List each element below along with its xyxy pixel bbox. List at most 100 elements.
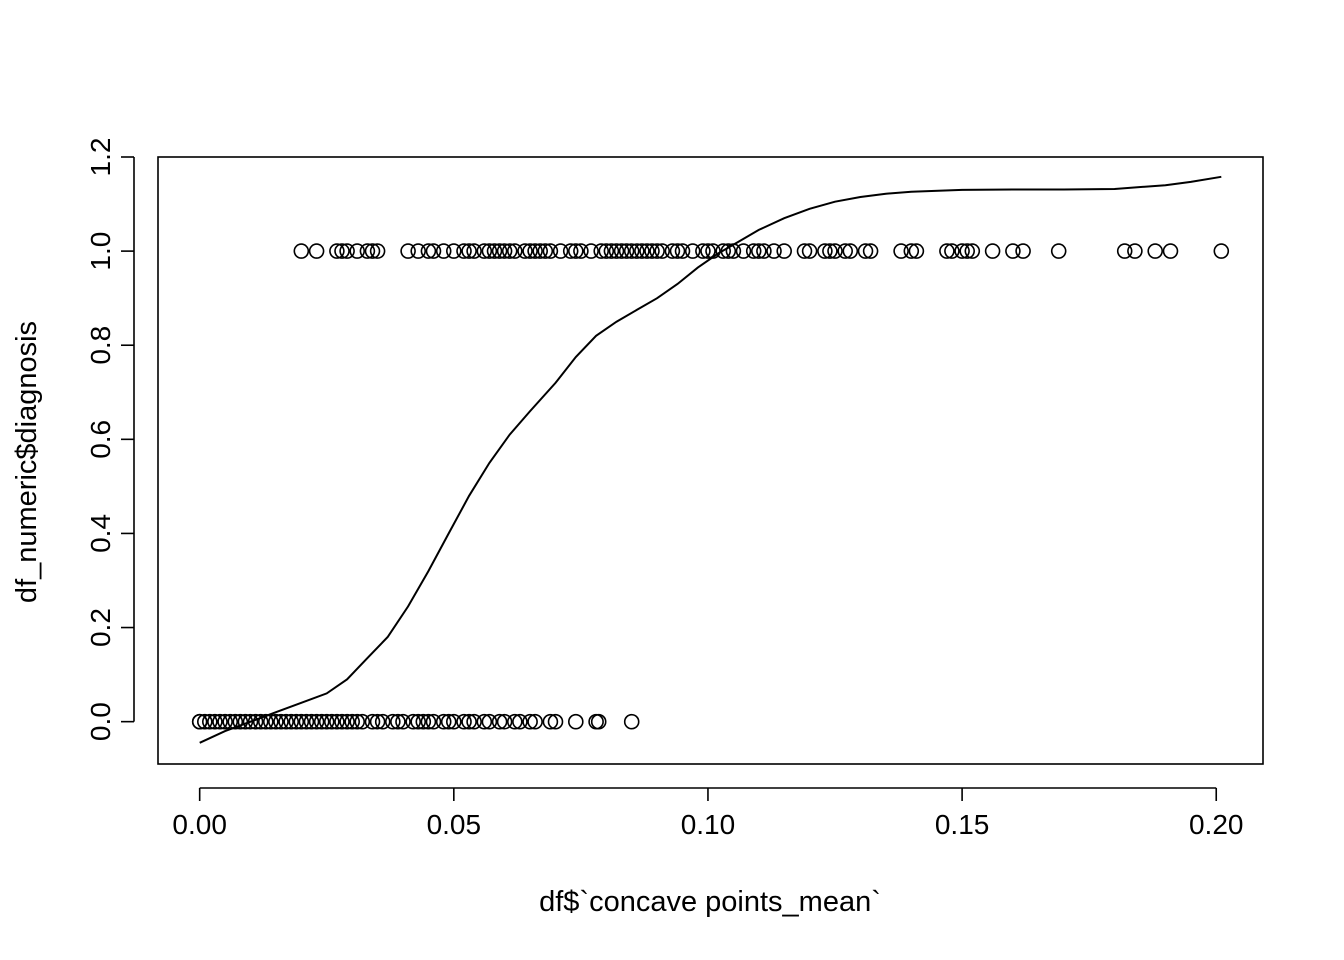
data-point xyxy=(893,243,909,259)
data-point xyxy=(410,713,427,730)
data-point xyxy=(674,243,691,259)
data-point xyxy=(384,713,401,730)
data-point xyxy=(293,713,310,730)
data-point xyxy=(537,243,554,259)
x-tick-label: 0.15 xyxy=(935,809,990,840)
data-point xyxy=(623,713,640,730)
data-point xyxy=(669,243,686,259)
data-point xyxy=(405,713,422,730)
data-point xyxy=(954,243,970,259)
data-point xyxy=(700,243,716,259)
data-point xyxy=(496,713,513,730)
data-point xyxy=(542,243,559,259)
data-point xyxy=(639,243,655,259)
data-point xyxy=(339,243,355,259)
data-point xyxy=(349,243,366,259)
data-point xyxy=(349,713,366,730)
data-point xyxy=(959,243,976,259)
fitted-curve xyxy=(199,175,1222,744)
data-point xyxy=(735,243,752,259)
y-tick-label: 1.0 xyxy=(85,232,116,271)
data-point xyxy=(395,713,411,730)
data-point xyxy=(364,243,381,259)
data-point xyxy=(461,713,477,730)
data-point xyxy=(796,243,813,259)
data-point xyxy=(197,713,213,730)
data-point xyxy=(390,713,406,730)
data-point xyxy=(720,243,737,259)
data-point xyxy=(562,243,579,259)
data-point xyxy=(567,713,584,730)
data-point xyxy=(456,713,472,730)
data-point xyxy=(191,713,208,730)
data-point xyxy=(491,243,508,259)
data-point xyxy=(715,243,732,259)
fitted-curve-layer xyxy=(199,175,1222,744)
data-point xyxy=(222,713,238,730)
x-axis-label: df$`concave points_mean` xyxy=(539,886,881,918)
data-point xyxy=(257,713,274,730)
data-point xyxy=(573,243,589,259)
y-tick-label: 0.2 xyxy=(85,608,116,647)
data-point xyxy=(207,713,223,730)
data-point xyxy=(725,243,742,259)
data-point xyxy=(252,713,269,730)
data-point xyxy=(227,713,244,730)
data-point xyxy=(766,243,782,259)
data-point xyxy=(476,243,493,259)
data-point xyxy=(628,243,645,259)
data-point xyxy=(400,243,416,259)
plot-area xyxy=(157,156,1264,765)
data-point xyxy=(522,713,538,730)
data-point xyxy=(745,243,762,259)
data-point xyxy=(369,713,386,730)
data-point xyxy=(837,243,854,259)
data-point xyxy=(323,713,340,730)
data-point xyxy=(461,243,477,259)
data-point xyxy=(547,713,564,730)
data-point xyxy=(262,713,279,730)
data-point xyxy=(857,243,874,259)
data-point xyxy=(908,243,925,259)
data-point xyxy=(481,243,498,259)
data-point xyxy=(425,713,442,730)
y-tick-label: 0.6 xyxy=(85,420,116,459)
data-point xyxy=(334,713,350,730)
data-point xyxy=(944,243,960,259)
y-tick-label: 1.2 xyxy=(85,138,116,177)
data-point xyxy=(344,713,361,730)
data-point xyxy=(939,243,955,259)
data-point xyxy=(613,243,630,259)
data-point xyxy=(440,713,457,730)
data-point xyxy=(1147,243,1163,259)
data-point xyxy=(298,713,315,730)
data-point xyxy=(202,713,218,730)
data-point xyxy=(435,713,452,730)
data-point xyxy=(268,713,284,730)
data-point xyxy=(415,713,432,730)
data-point xyxy=(623,243,640,259)
data-point xyxy=(242,713,259,730)
data-point xyxy=(308,243,325,259)
data-point xyxy=(466,243,482,259)
data-point xyxy=(425,243,442,259)
data-point xyxy=(695,243,711,259)
data-point xyxy=(410,243,427,259)
data-point xyxy=(354,713,371,730)
data-point xyxy=(532,243,549,259)
data-point xyxy=(603,243,620,259)
data-point xyxy=(590,713,607,730)
data-point xyxy=(817,243,833,259)
x-tick-label: 0.00 xyxy=(172,809,227,840)
y-tick-label: 0.0 xyxy=(85,702,116,741)
data-point xyxy=(567,243,584,259)
data-point xyxy=(506,713,523,730)
data-point xyxy=(522,243,538,259)
data-point xyxy=(862,243,879,259)
data-point xyxy=(359,243,376,259)
data-point xyxy=(374,713,391,730)
data-point xyxy=(364,713,381,730)
plot-frame xyxy=(157,156,1264,765)
data-point xyxy=(501,243,518,259)
data-point xyxy=(232,713,249,730)
